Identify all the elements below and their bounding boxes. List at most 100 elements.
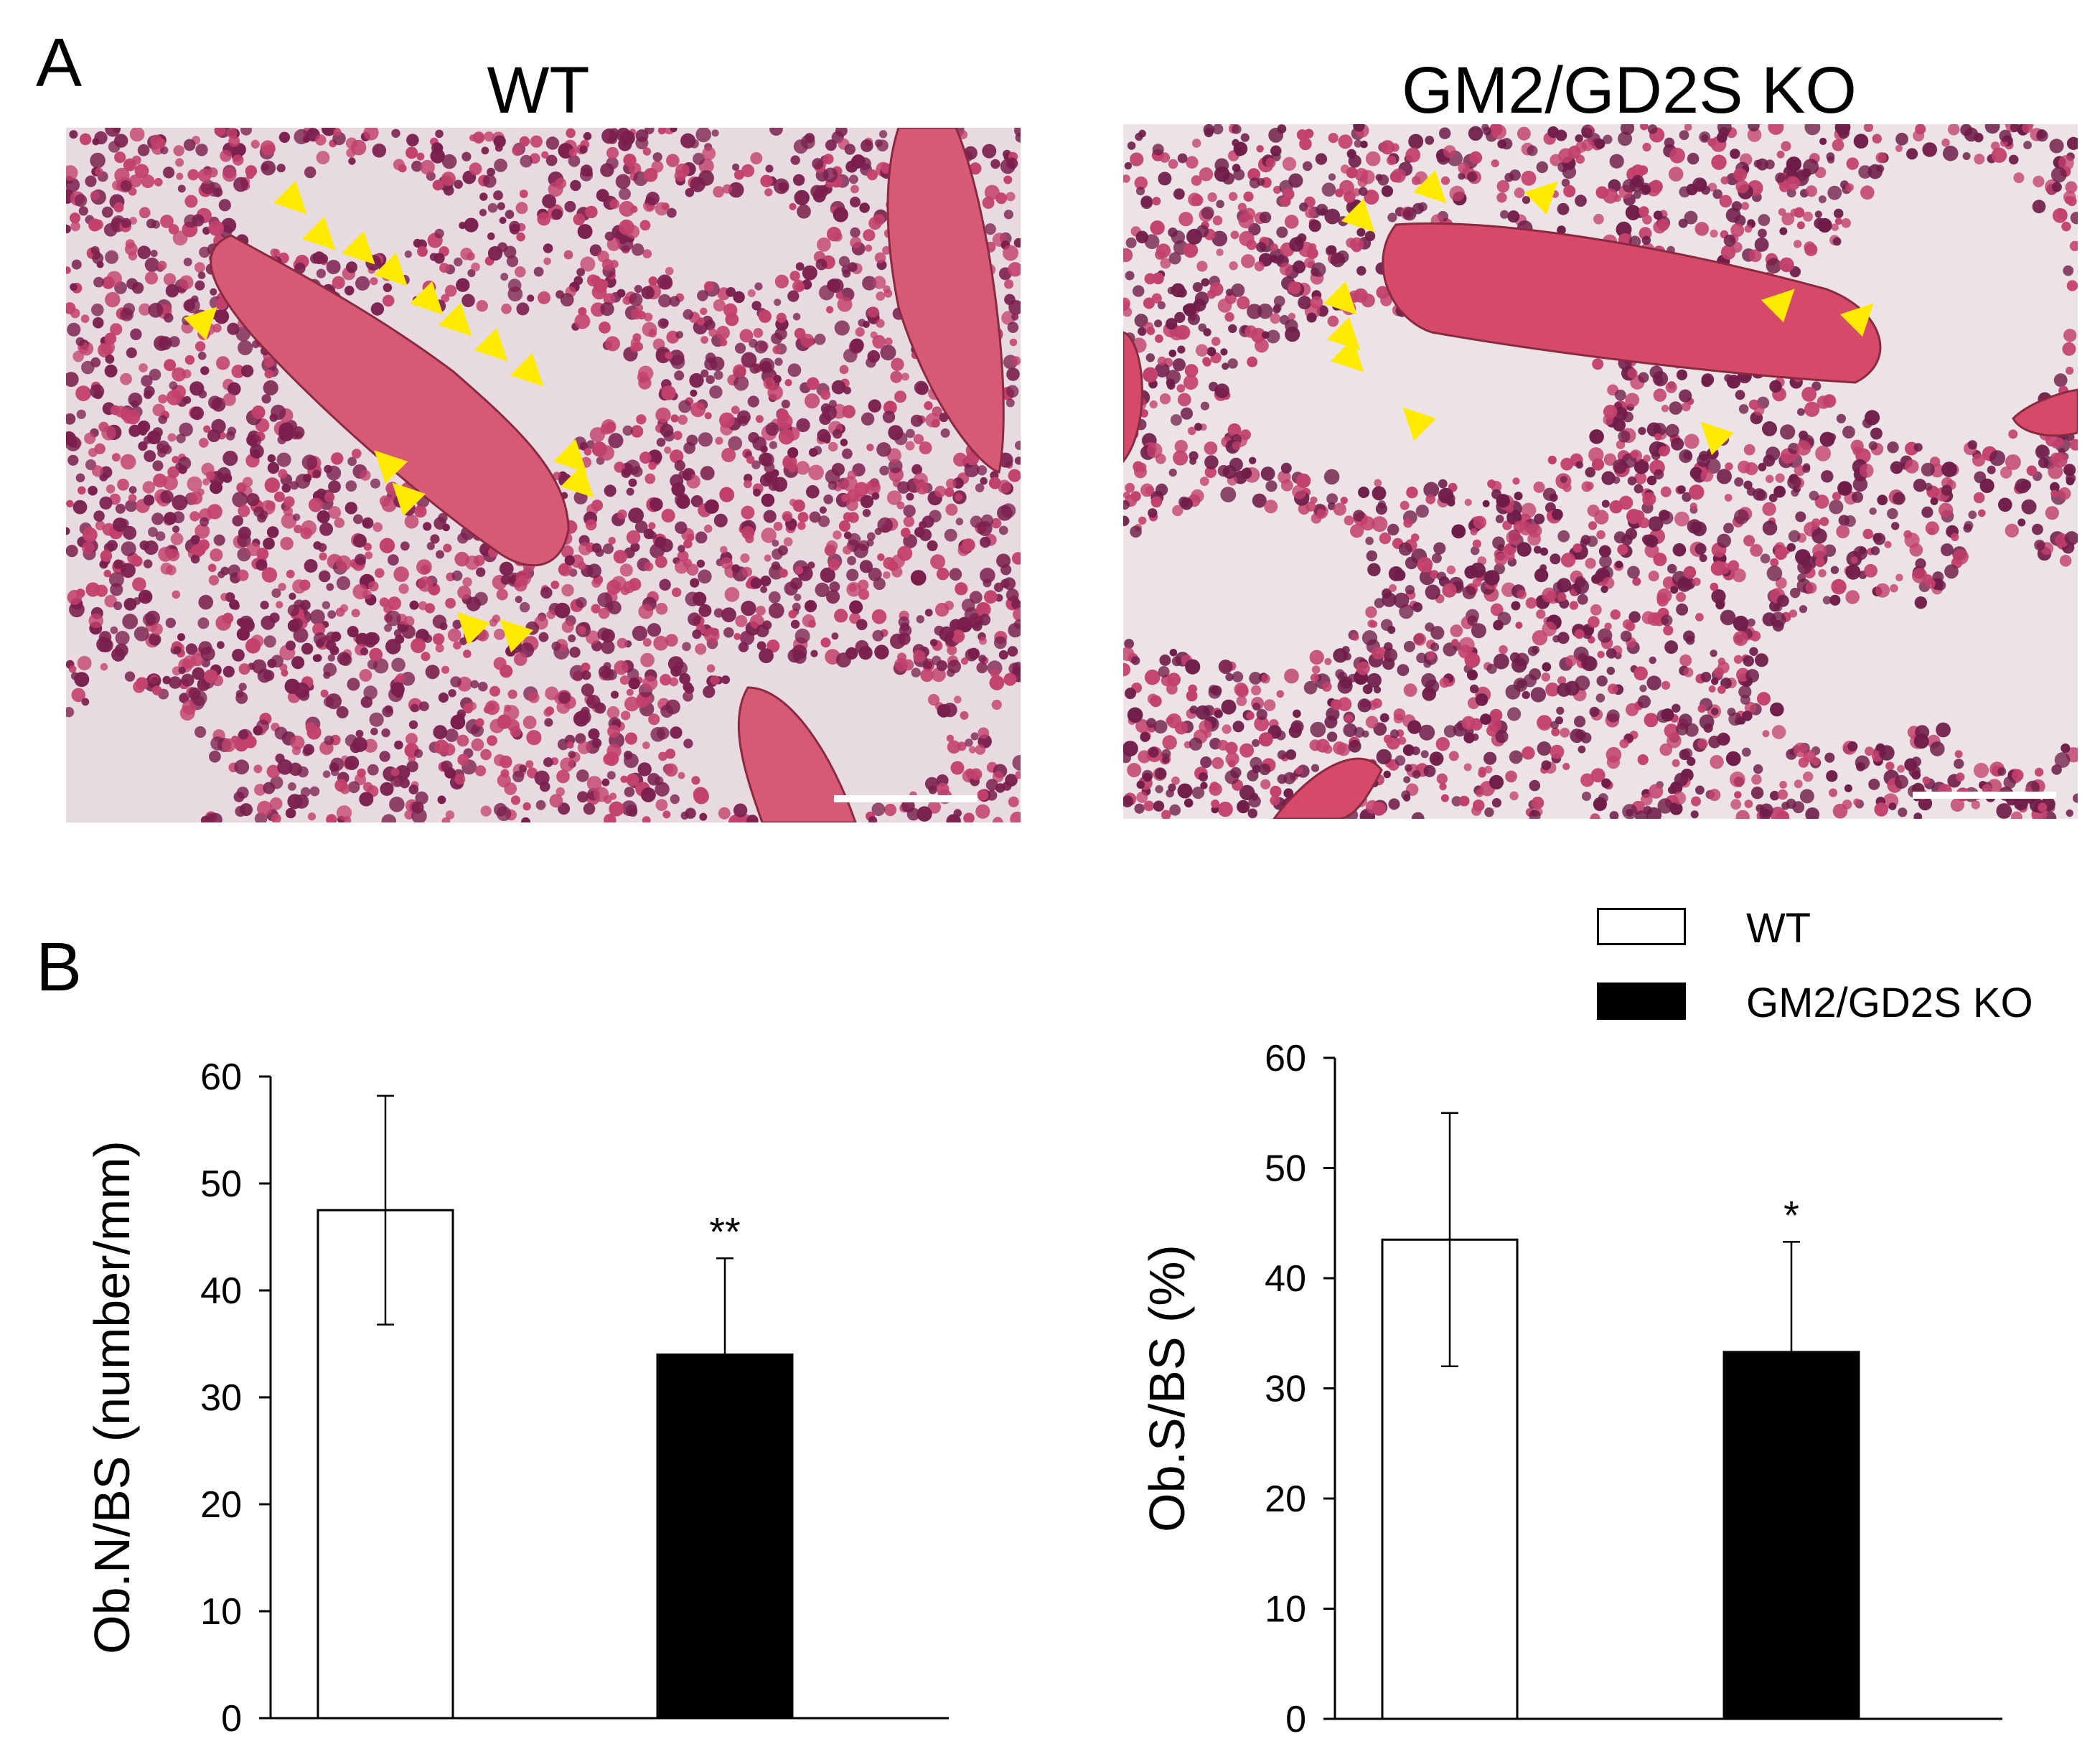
marrow-cell bbox=[859, 560, 873, 573]
marrow-cell bbox=[303, 136, 310, 143]
marrow-cell bbox=[1583, 656, 1598, 672]
marrow-cell bbox=[828, 441, 838, 452]
marrow-cell bbox=[94, 131, 108, 145]
marrow-cell bbox=[814, 333, 826, 345]
marrow-cell bbox=[441, 665, 450, 674]
marrow-cell bbox=[1542, 587, 1557, 603]
marrow-cell bbox=[1694, 222, 1710, 236]
marrow-cell bbox=[521, 817, 530, 822]
marrow-cell bbox=[1838, 515, 1850, 526]
marrow-cell bbox=[1758, 462, 1767, 472]
marrow-cell bbox=[2062, 342, 2076, 356]
marrow-cell bbox=[1758, 214, 1771, 226]
marrow-cell bbox=[263, 670, 275, 681]
marrow-cell bbox=[194, 262, 205, 273]
marrow-cell bbox=[1405, 556, 1418, 570]
marrow-cell bbox=[561, 545, 574, 558]
marrow-cell bbox=[1494, 563, 1505, 575]
marrow-cell bbox=[151, 623, 163, 636]
marrow-cell bbox=[1403, 518, 1413, 528]
marrow-cell bbox=[713, 299, 726, 311]
marrow-cell bbox=[1001, 311, 1016, 325]
marrow-cell bbox=[945, 478, 957, 489]
marrow-cell bbox=[600, 423, 611, 435]
marrow-cell bbox=[288, 782, 296, 791]
marrow-cell bbox=[877, 553, 885, 561]
marrow-cell bbox=[1779, 257, 1794, 273]
marrow-cell bbox=[324, 492, 335, 503]
trabecular-bone bbox=[886, 128, 1005, 474]
marrow-cell bbox=[1464, 652, 1481, 668]
marrow-cell bbox=[266, 764, 281, 779]
marrow-cell bbox=[1582, 792, 1591, 801]
marrow-cell bbox=[829, 581, 840, 592]
marrow-cell bbox=[1689, 466, 1703, 479]
marrow-cell bbox=[494, 159, 507, 172]
marrow-cell bbox=[271, 813, 281, 822]
marrow-cell bbox=[355, 276, 370, 291]
marrow-cell bbox=[113, 559, 123, 569]
marrow-cell bbox=[1672, 791, 1687, 805]
marrow-cell bbox=[452, 619, 462, 629]
marrow-cell bbox=[2021, 499, 2037, 515]
marrow-cell bbox=[1716, 132, 1728, 143]
marrow-cell bbox=[1180, 497, 1193, 510]
marrow-cell bbox=[1249, 672, 1262, 685]
marrow-cell bbox=[143, 436, 151, 444]
marrow-cell bbox=[123, 159, 135, 172]
marrow-cell bbox=[1511, 601, 1521, 611]
marrow-cell bbox=[1376, 749, 1392, 765]
marrow-cell bbox=[697, 290, 708, 301]
marrow-cell bbox=[210, 548, 223, 562]
marrow-cell bbox=[1505, 551, 1515, 561]
marrow-cell bbox=[1150, 695, 1162, 708]
marrow-cell bbox=[445, 728, 459, 742]
marrow-cell bbox=[1897, 764, 1905, 773]
marrow-cell bbox=[1004, 279, 1014, 289]
marrow-cell bbox=[1814, 494, 1829, 509]
marrow-cell bbox=[1191, 787, 1205, 800]
marrow-cell bbox=[978, 727, 990, 739]
marrow-cell bbox=[2038, 802, 2048, 812]
marrow-cell bbox=[266, 500, 276, 511]
marrow-cell bbox=[157, 448, 167, 458]
marrow-cell bbox=[808, 464, 824, 481]
marrow-cell bbox=[158, 546, 174, 562]
marrow-cell bbox=[838, 520, 850, 532]
marrow-cell bbox=[208, 575, 220, 586]
marrow-cell bbox=[1285, 319, 1298, 333]
marrow-cell bbox=[1677, 485, 1686, 494]
marrow-cell bbox=[1775, 172, 1786, 183]
marrow-cell bbox=[1641, 235, 1651, 245]
marrow-cell bbox=[2033, 175, 2045, 187]
marrow-cell bbox=[2005, 523, 2019, 538]
marrow-cell bbox=[882, 411, 896, 423]
marrow-cell bbox=[1184, 364, 1199, 378]
marrow-cell bbox=[519, 136, 530, 147]
marrow-cell bbox=[283, 506, 293, 517]
marrow-cell bbox=[564, 555, 575, 566]
marrow-cell bbox=[831, 632, 839, 640]
marrow-cell bbox=[1606, 648, 1617, 659]
marrow-cell bbox=[1604, 622, 1612, 630]
marrow-cell bbox=[607, 601, 622, 615]
marrow-cell bbox=[1829, 594, 1841, 606]
marrow-cell bbox=[642, 675, 658, 691]
marrow-cell bbox=[1467, 615, 1478, 627]
marrow-cell bbox=[1758, 228, 1767, 238]
marrow-cell bbox=[248, 433, 261, 448]
marrow-cell bbox=[1393, 708, 1406, 721]
marrow-cell bbox=[2045, 506, 2059, 520]
marrow-cell bbox=[594, 702, 606, 714]
marrow-cell bbox=[1470, 527, 1478, 536]
marrow-cell bbox=[1305, 207, 1316, 219]
marrow-cell bbox=[1778, 208, 1786, 216]
marrow-cell bbox=[184, 355, 195, 365]
marrow-cell bbox=[1870, 427, 1883, 440]
marrow-cell bbox=[1589, 429, 1604, 444]
marrow-cell bbox=[295, 474, 311, 489]
marrow-cell bbox=[764, 554, 772, 562]
marrow-cell bbox=[1486, 663, 1497, 675]
marrow-cell bbox=[232, 154, 244, 166]
marrow-cell bbox=[660, 674, 672, 686]
